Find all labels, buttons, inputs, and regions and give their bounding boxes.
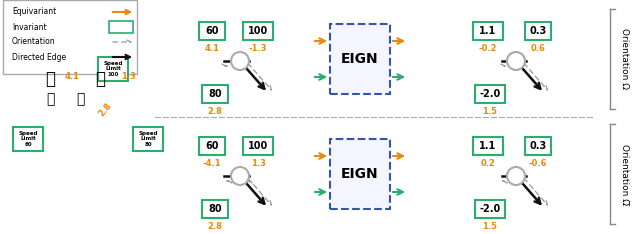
Text: 0.2: 0.2 — [481, 159, 495, 168]
FancyBboxPatch shape — [330, 139, 390, 209]
Text: Directed Edge: Directed Edge — [12, 52, 66, 62]
Text: 1.3: 1.3 — [120, 72, 136, 81]
Text: 4.1: 4.1 — [65, 72, 79, 81]
Text: -0.6: -0.6 — [529, 159, 547, 168]
Text: Speed
Limit
60: Speed Limit 60 — [19, 131, 38, 147]
FancyBboxPatch shape — [330, 24, 390, 94]
Text: 80: 80 — [208, 204, 222, 214]
FancyBboxPatch shape — [3, 0, 137, 74]
Text: 1.5: 1.5 — [483, 222, 497, 231]
Text: 2.8: 2.8 — [207, 222, 223, 231]
Text: 0.6: 0.6 — [531, 44, 545, 53]
Text: 100: 100 — [248, 26, 268, 36]
Text: Orientation Ω̅: Orientation Ω̅ — [621, 143, 630, 205]
Text: 60: 60 — [205, 26, 219, 36]
Text: 0.3: 0.3 — [529, 26, 547, 36]
Text: 80: 80 — [208, 89, 222, 99]
FancyBboxPatch shape — [199, 22, 225, 40]
Text: 🚗: 🚗 — [45, 70, 55, 88]
FancyBboxPatch shape — [202, 85, 228, 103]
FancyBboxPatch shape — [202, 200, 228, 218]
FancyBboxPatch shape — [13, 127, 43, 151]
Text: -1.3: -1.3 — [249, 44, 268, 53]
Circle shape — [231, 52, 249, 70]
Text: 0.3: 0.3 — [529, 141, 547, 151]
Text: 4.1: 4.1 — [205, 44, 220, 53]
Text: Orientation: Orientation — [12, 37, 56, 47]
FancyBboxPatch shape — [199, 137, 225, 155]
Text: 1.1: 1.1 — [479, 26, 497, 36]
Text: 🚗: 🚗 — [76, 92, 84, 106]
Circle shape — [507, 52, 525, 70]
Text: Invariant: Invariant — [12, 22, 47, 32]
Text: 2.8: 2.8 — [207, 107, 223, 116]
FancyBboxPatch shape — [243, 137, 273, 155]
Text: -4.1: -4.1 — [203, 159, 221, 168]
Text: 2.8: 2.8 — [97, 101, 113, 118]
Text: -2.0: -2.0 — [479, 89, 500, 99]
Text: 100: 100 — [248, 141, 268, 151]
FancyBboxPatch shape — [475, 200, 505, 218]
Text: 1.3: 1.3 — [251, 159, 266, 168]
Text: 🚗: 🚗 — [95, 70, 105, 88]
Circle shape — [507, 167, 525, 185]
FancyBboxPatch shape — [243, 22, 273, 40]
FancyBboxPatch shape — [109, 21, 133, 33]
Text: Orientation Ω: Orientation Ω — [621, 29, 630, 89]
Text: EIGN: EIGN — [341, 52, 379, 66]
FancyBboxPatch shape — [473, 22, 503, 40]
Text: 🚗: 🚗 — [46, 92, 54, 106]
Text: EIGN: EIGN — [341, 167, 379, 181]
Text: Speed
Limit
80: Speed Limit 80 — [138, 131, 157, 147]
FancyBboxPatch shape — [525, 22, 551, 40]
Text: 1.5: 1.5 — [483, 107, 497, 116]
Text: -0.2: -0.2 — [479, 44, 497, 53]
Circle shape — [231, 167, 249, 185]
FancyBboxPatch shape — [473, 137, 503, 155]
FancyBboxPatch shape — [98, 57, 128, 81]
Text: 1.1: 1.1 — [479, 141, 497, 151]
Text: Equivariant: Equivariant — [12, 7, 56, 17]
FancyBboxPatch shape — [475, 85, 505, 103]
FancyBboxPatch shape — [525, 137, 551, 155]
Text: -2.0: -2.0 — [479, 204, 500, 214]
FancyBboxPatch shape — [133, 127, 163, 151]
Text: Speed
Limit
100: Speed Limit 100 — [103, 61, 123, 77]
Text: 60: 60 — [205, 141, 219, 151]
